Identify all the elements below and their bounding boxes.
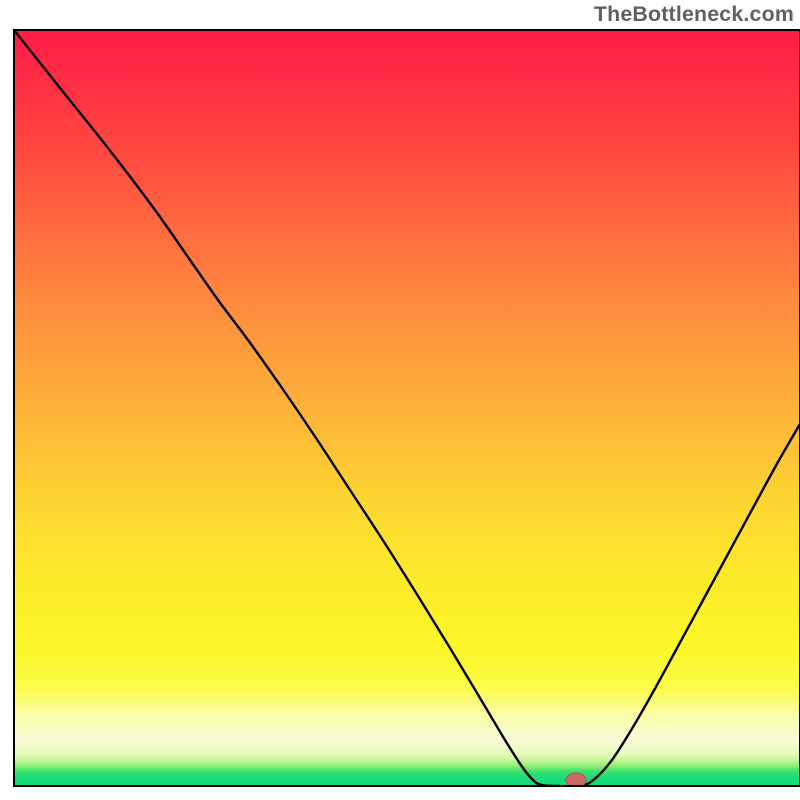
optimal-point-marker <box>566 773 586 787</box>
chart-background <box>14 30 800 786</box>
watermark-text: TheBottleneck.com <box>594 2 794 27</box>
bottleneck-chart <box>0 0 800 800</box>
chart-root: TheBottleneck.com <box>0 0 800 800</box>
